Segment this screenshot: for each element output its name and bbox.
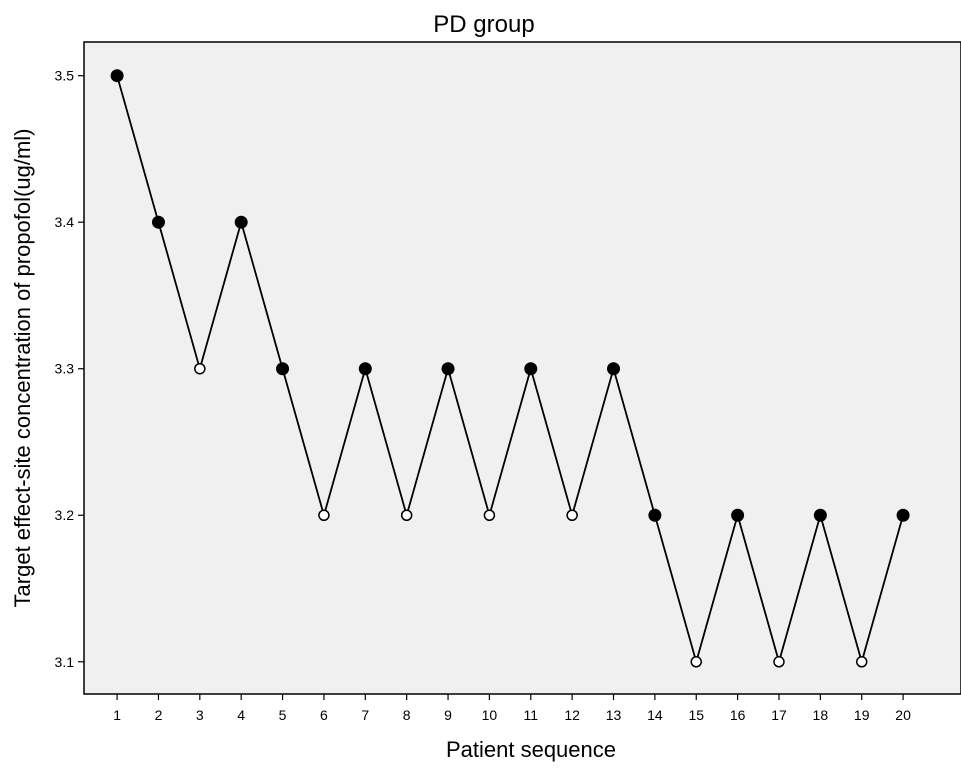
x-tick-label: 8 (403, 707, 411, 723)
x-tick-label: 2 (155, 707, 163, 723)
chart-title: PD group (433, 11, 534, 38)
data-point-filled (276, 362, 290, 376)
y-tick-label: 3.2 (55, 507, 75, 523)
x-tick-label: 12 (564, 707, 580, 723)
y-axis-label: Target effect-site concentration of prop… (10, 129, 35, 608)
y-tick-label: 3.3 (55, 361, 75, 377)
data-point-filled (813, 508, 827, 522)
data-point-filled (896, 508, 910, 522)
x-tick-label: 16 (730, 707, 746, 723)
x-tick-label: 20 (895, 707, 911, 723)
x-tick-label: 6 (320, 707, 328, 723)
x-tick-label: 18 (813, 707, 829, 723)
x-tick-label: 3 (196, 707, 204, 723)
series-layer (110, 69, 910, 668)
data-point-filled (110, 69, 124, 83)
data-point-open (566, 509, 578, 521)
data-point-open (194, 362, 206, 375)
x-tick-label: 17 (771, 707, 787, 723)
x-tick-label: 7 (361, 707, 369, 723)
x-tick-label: 13 (606, 707, 622, 723)
data-point-filled (358, 362, 372, 376)
data-point-filled (151, 215, 165, 229)
data-point-filled (648, 508, 662, 522)
data-point-open (400, 509, 413, 521)
data-point-filled (441, 362, 455, 376)
y-tick-label: 3.4 (55, 214, 75, 230)
plot-area (83, 41, 961, 695)
x-tick-label: 5 (279, 707, 287, 723)
x-tick-label: 9 (444, 707, 452, 723)
x-tick-label: 10 (482, 707, 498, 723)
x-axis-label: Patient sequence (446, 737, 616, 762)
data-point-open (318, 509, 330, 521)
x-tick-label: 14 (647, 707, 663, 723)
data-point-open (690, 656, 702, 668)
y-axis: 3.1 3.2 3.3 3.4 3.5 (55, 68, 84, 670)
data-point-open (773, 656, 785, 668)
x-tick-label: 11 (524, 707, 539, 723)
data-point-filled (607, 362, 621, 376)
x-tick-label: 19 (854, 707, 870, 723)
x-tick-label: 1 (113, 707, 121, 723)
x-tick-label: 4 (237, 707, 245, 723)
data-point-open (855, 656, 868, 668)
y-tick-label: 3.1 (55, 654, 75, 670)
y-tick-label: 3.5 (55, 68, 75, 84)
x-axis: 1 2 3 4 5 6 7 8 9 10 11 12 13 14 15 16 17 18 19 20 (113, 694, 911, 723)
data-point-filled (731, 508, 745, 522)
data-point-filled (234, 215, 248, 229)
series-line (116, 75, 904, 666)
x-tick-label: 15 (688, 707, 704, 723)
data-point-filled (524, 362, 538, 376)
data-point-open (483, 509, 496, 521)
